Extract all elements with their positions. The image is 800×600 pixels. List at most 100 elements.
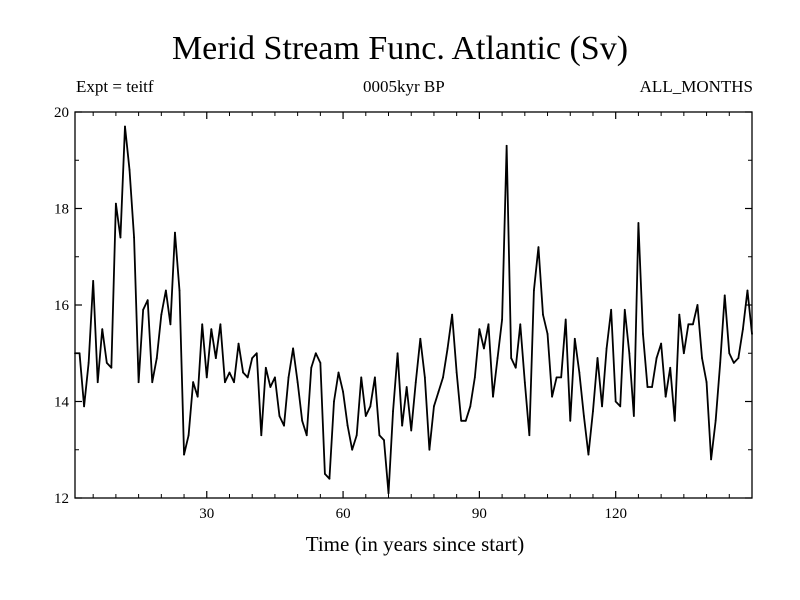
data-point [673,419,676,422]
data-point [714,419,717,422]
y-tick-label: 12 [54,491,69,507]
data-point [169,323,172,326]
data-point [246,376,249,379]
data-point [623,308,626,311]
data-point [369,405,372,408]
data-point [101,328,104,331]
data-point [319,362,322,364]
data-point [210,328,213,331]
x-axis-label: Time (in years since start) [305,532,525,556]
data-point [155,357,158,359]
data-point [192,381,195,384]
period-label: 0005kyr BP [363,77,445,96]
data-point [433,405,435,408]
data-point [651,386,653,388]
data-point [732,362,735,364]
data-point [537,246,540,249]
data-point [719,362,722,364]
experiment-label: Expt = teitf [76,77,154,96]
data-point [96,381,99,384]
data-point [92,279,95,282]
data-point [578,371,581,374]
data-point [351,448,354,451]
data-point [428,448,431,451]
data-point [237,342,240,345]
data-point [251,357,254,359]
data-point [387,492,390,495]
data-point [510,357,513,359]
data-point [301,419,304,422]
data-point [274,376,276,379]
data-point [292,347,294,350]
data-point [219,323,222,326]
y-tick-label: 14 [54,395,70,411]
x-tick-label: 60 [336,506,351,522]
data-point [464,419,467,422]
data-point [723,294,726,297]
data-point [396,352,399,355]
data-point [283,424,285,427]
data-point [446,347,449,350]
data-point [592,410,594,413]
data-point [742,328,744,331]
data-point [255,352,258,355]
data-point [378,434,381,437]
data-point [105,362,108,364]
data-point [533,289,535,292]
data-point [455,371,458,374]
data-point [119,236,122,239]
data-point [183,453,185,456]
data-point [110,366,113,369]
data-point [124,125,126,128]
data-point [605,347,608,350]
data-point [360,376,363,379]
data-point [78,352,81,355]
data-point [137,381,140,384]
data-point [314,352,317,355]
data-point [596,357,599,359]
data-point [587,453,590,456]
data-point [655,357,658,359]
data-point [224,381,226,384]
data-point [214,357,217,359]
data-point [528,434,531,437]
data-point [174,231,176,234]
data-point [328,477,331,480]
data-point [178,289,181,292]
data-point [323,472,326,475]
data-point [114,202,117,205]
data-point [728,352,731,355]
data-point [660,342,663,345]
data-point [83,405,85,408]
data-point [187,434,190,437]
data-point [642,333,644,335]
data-point [746,289,749,292]
data-point [710,458,713,461]
data-point [201,323,204,326]
data-point [205,376,208,379]
data-point [646,386,649,388]
data-point [501,318,504,321]
data-point [483,347,485,350]
data-point [737,357,740,359]
data-point [451,313,454,316]
data-point [564,318,567,321]
data-point [228,371,231,374]
data-point [260,434,263,437]
data-point [164,289,167,292]
data-point [423,376,426,379]
series-line [75,125,753,495]
data-point [614,400,617,403]
data-point [514,366,517,369]
x-tick-label: 120 [604,506,627,522]
data-point [405,386,408,388]
data-point [664,395,667,398]
data-point [637,222,640,224]
data-point [278,415,281,417]
data-point [496,357,499,359]
data-point [569,419,572,422]
data-point [610,308,613,311]
data-point [296,381,299,384]
data-point [160,313,163,316]
